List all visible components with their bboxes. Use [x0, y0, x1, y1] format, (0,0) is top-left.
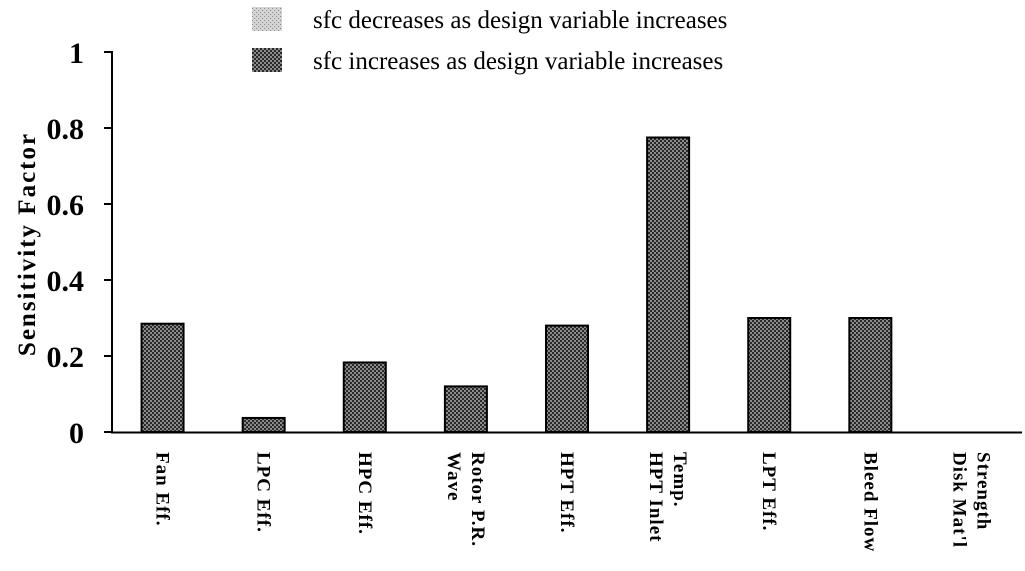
legend-label-increases: sfc increases as design variable increas… [313, 48, 723, 75]
x-category-label-line: HPC Eff. [354, 452, 375, 535]
x-category-label-line: Wave [443, 452, 464, 501]
y-tick-label: 1 [69, 37, 84, 70]
x-category-label-line: Disk Mat'l [948, 452, 969, 548]
bar [342, 361, 387, 433]
x-category-label: LPT Eff. [758, 452, 779, 531]
bar [646, 136, 691, 433]
y-axis-label: Sensitivity Factor [14, 132, 41, 356]
x-category-label-line: LPC Eff. [253, 452, 274, 533]
bar [241, 416, 286, 434]
x-category-label: HPT Inlet Temp. [645, 452, 690, 542]
y-tick-label: 0.6 [47, 189, 85, 222]
x-category-label: Bleed Flow [859, 452, 880, 552]
y-tick-label: 0.8 [47, 113, 85, 146]
x-category-label-line: Temp. [669, 452, 690, 508]
bar [848, 317, 893, 433]
y-tick-label: 0.2 [47, 341, 85, 374]
legend-label-decreases: sfc decreases as design variable increas… [313, 7, 727, 34]
bar [545, 324, 589, 434]
bar [443, 385, 488, 433]
x-category-label: LPC Eff. [253, 452, 274, 533]
y-tick-label: 0.4 [47, 265, 85, 298]
y-tick-label: 0 [69, 417, 84, 450]
x-category-label-line: Bleed Flow [859, 452, 880, 552]
x-category-label: Disk Mat'l Strength [948, 452, 993, 548]
legend: sfc decreases as design variable increas… [252, 7, 727, 75]
x-category-label: Wave Rotor P.R. [443, 452, 488, 547]
x-category-label-line: HPT Eff. [556, 452, 577, 534]
x-category-label-line: Fan Eff. [152, 452, 173, 527]
x-category-labels: Fan Eff. LPC Eff. HPC Eff. Wave Rotor P.R. HP… [152, 452, 994, 552]
x-category-label-line: HPT Inlet [645, 452, 666, 542]
y-ticks: 0 0.2 0.4 0.6 0.8 1 [47, 37, 112, 450]
x-category-label: HPC Eff. [354, 452, 375, 535]
bars [140, 136, 893, 434]
x-category-label-line: Rotor P.R. [467, 452, 488, 547]
legend-swatch-decreases [252, 7, 282, 31]
x-category-label: HPT Eff. [556, 452, 577, 534]
legend-swatch-increases [252, 48, 282, 72]
x-category-label: Fan Eff. [152, 452, 173, 527]
bar [140, 322, 185, 434]
bar [747, 317, 792, 433]
x-category-label-line: Strength [972, 452, 993, 530]
x-category-label-line: LPT Eff. [758, 452, 779, 531]
